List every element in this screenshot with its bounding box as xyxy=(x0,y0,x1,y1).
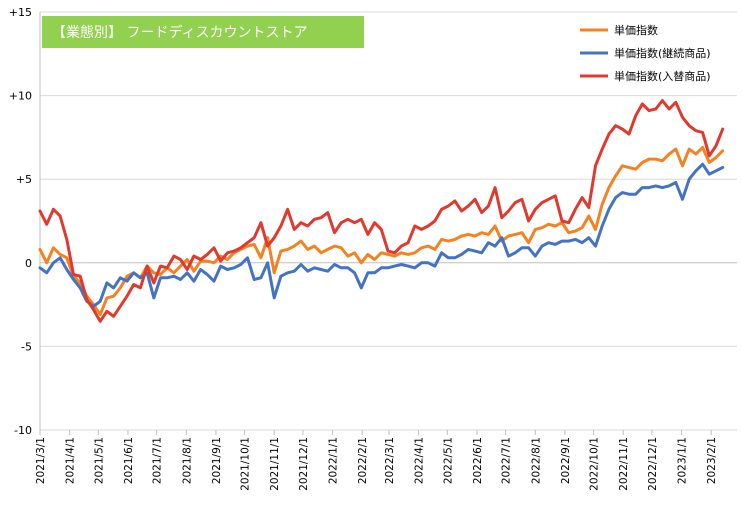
y-axis: +15 +10 +5 0 -5 -10 xyxy=(9,6,32,437)
series-line-1 xyxy=(38,145,725,317)
legend-label: 単価指数(入替商品) xyxy=(614,69,711,83)
x-tick-label: 2023/1/1 xyxy=(677,437,689,484)
x-axis: 2021/3/1 2021/4/1 2021/5/1 2021/6/1 2021/7/1… xyxy=(35,430,718,491)
x-tick-label: 2022/11/1 xyxy=(618,437,630,491)
series-line-3 xyxy=(38,99,725,323)
chart-title: 【業態別】 フードディスカウントストア xyxy=(52,24,307,41)
x-tick-label: 2022/5/1 xyxy=(442,437,454,484)
x-tick-label: 2023/2/1 xyxy=(706,437,718,484)
x-tick-label: 2022/4/1 xyxy=(414,437,426,484)
x-tick-label: 2021/11/1 xyxy=(269,437,281,491)
y-tick-label: -5 xyxy=(21,340,32,353)
series-lines xyxy=(38,99,725,323)
x-tick-label: 2022/9/1 xyxy=(560,437,572,484)
x-tick-label: 2022/6/1 xyxy=(472,437,484,484)
x-tick-label: 2022/8/1 xyxy=(530,437,542,484)
y-tick-label: +5 xyxy=(16,173,32,186)
legend-label: 単価指数 xyxy=(614,23,658,37)
x-tick-label: 2021/6/1 xyxy=(123,437,135,484)
legend-label: 単価指数(継続商品) xyxy=(614,46,711,60)
x-tick-label: 2021/10/1 xyxy=(240,437,252,491)
y-tick-label: -10 xyxy=(14,424,32,437)
x-tick-label: 2021/12/1 xyxy=(298,437,310,491)
y-tick-label: +15 xyxy=(9,6,32,19)
x-tick-label: 2021/7/1 xyxy=(152,437,164,484)
chart-title-box: 【業態別】 フードディスカウントストア xyxy=(42,16,364,48)
x-tick-label: 2022/3/1 xyxy=(384,437,396,484)
x-tick-label: 2022/10/1 xyxy=(589,437,601,491)
x-tick-label: 2021/8/1 xyxy=(181,437,193,484)
chart-title-background xyxy=(42,16,364,48)
x-tick-label: 2022/1/1 xyxy=(328,437,340,484)
y-tick-label: 0 xyxy=(25,257,32,270)
x-tick-label: 2021/9/1 xyxy=(211,437,223,484)
y-tick-label: +10 xyxy=(9,90,32,103)
x-tick-label: 2021/5/1 xyxy=(93,437,105,484)
x-tick-label: 2022/2/1 xyxy=(357,437,369,484)
x-tick-label: 2021/3/1 xyxy=(35,437,47,484)
x-tick-label: 2021/4/1 xyxy=(65,437,77,484)
x-tick-label: 2022/7/1 xyxy=(501,437,513,484)
series-line-2 xyxy=(38,162,725,308)
x-tick-label: 2022/12/1 xyxy=(647,437,659,491)
